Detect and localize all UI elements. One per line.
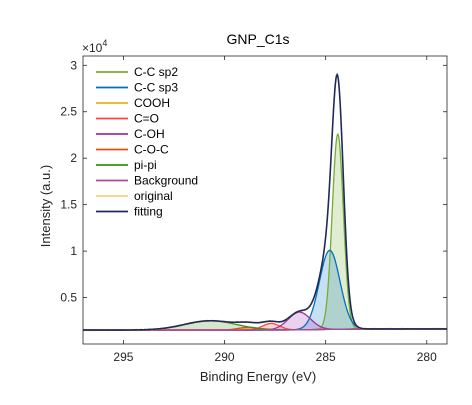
y-axis-label: Intensity (a.u.) [38,165,53,247]
legend-label-c-c-sp2: C-C sp2 [134,65,178,79]
x-tick-label: 295 [113,350,133,364]
y-exponent-base: ×10 [82,41,103,55]
x-tick-label: 290 [215,350,235,364]
legend-label-fitting: fitting [134,205,163,219]
y-exponent-label: ×104 [82,38,107,55]
legend-label-background: Background [134,174,198,188]
fitting-line [83,72,447,331]
x-tick-label: 285 [316,350,336,364]
y-tick-label: 1 [70,244,77,258]
legend-label-cooh: COOH [134,96,170,110]
series-lines [82,72,448,332]
legend-label-c-oh: C-OH [134,127,165,141]
y-tick-label: 2.5 [60,105,77,119]
y-tick-label: 2 [70,151,77,165]
legend-label-pi-pi: pi-pi [134,158,157,172]
x-axis-label: Binding Energy (eV) [200,369,316,384]
legend-label-c-o-c: C-O-C [134,143,169,157]
y-tick-label: 0.5 [60,291,77,305]
legend-label-c-o: C=O [134,112,159,126]
y-tick-label: 3 [70,58,77,72]
legend-label-original: original [134,189,173,203]
axis-ticks: 295 290 285 280 0.5 1 1.5 2 2.5 3 [60,56,447,364]
component-area-c-o [83,323,447,331]
y-exponent-power: 4 [102,38,107,48]
chart-title: GNP_C1s [226,31,289,47]
axes-box [82,55,448,345]
legend-label-c-c-sp3: C-C sp3 [134,81,178,95]
x-tick-label: 280 [417,350,437,364]
y-tick-label: 1.5 [60,198,77,212]
